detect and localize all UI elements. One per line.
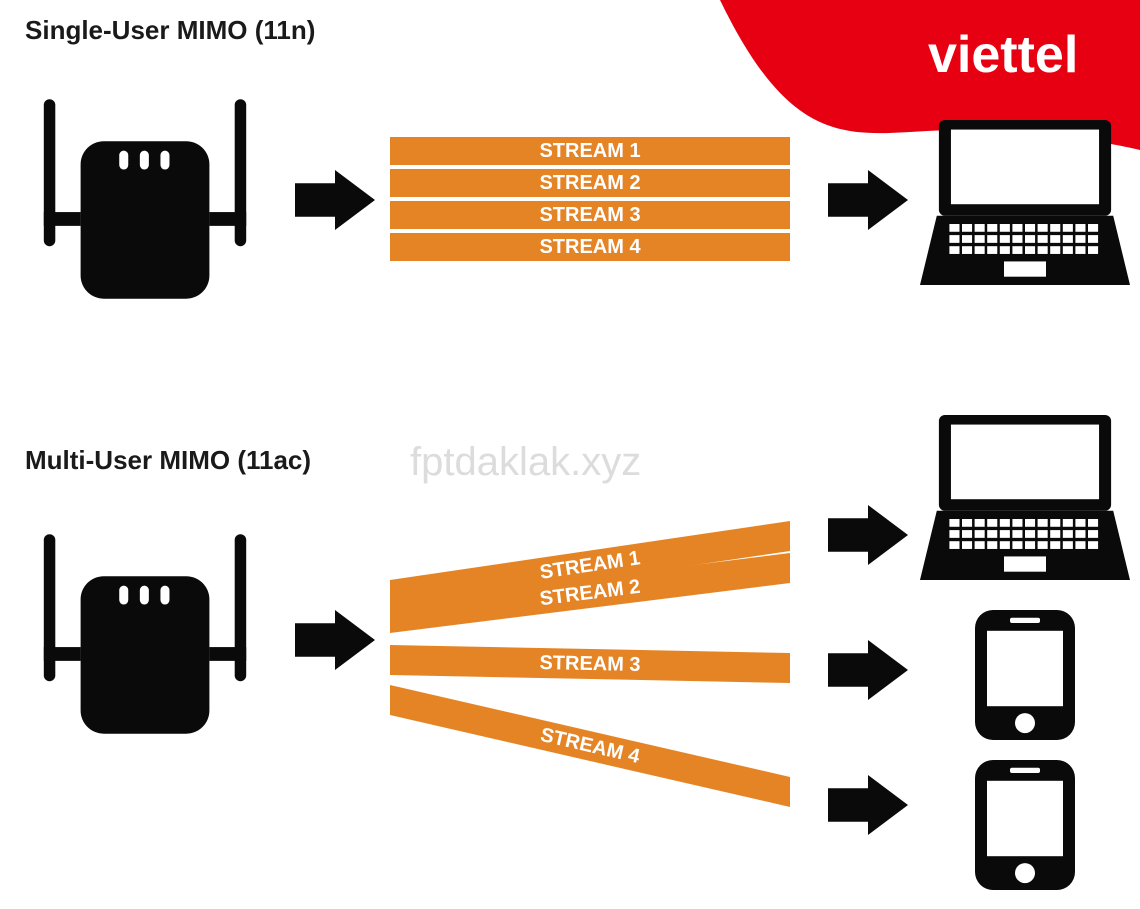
stream-bar: STREAM 3	[390, 201, 790, 229]
laptop-icon	[920, 415, 1130, 580]
svg-text:viettel: viettel	[928, 26, 1078, 84]
section2-title: Multi-User MIMO (11ac)	[25, 445, 311, 476]
arrow-icon	[828, 170, 908, 230]
svg-text:STREAM 3: STREAM 3	[539, 204, 640, 226]
svg-text:STREAM 2: STREAM 2	[539, 172, 640, 194]
stream-bar: STREAM 2	[390, 169, 790, 197]
stream-bar: STREAM 4	[390, 685, 790, 807]
arrow-icon	[828, 640, 908, 700]
arrow-icon	[828, 775, 908, 835]
svg-text:STREAM 4: STREAM 4	[538, 724, 642, 768]
arrow-icon	[295, 170, 375, 230]
svg-text:STREAM 3: STREAM 3	[539, 652, 641, 676]
svg-text:STREAM 4: STREAM 4	[539, 236, 641, 258]
watermark-text: fptdaklak.xyz	[410, 440, 641, 485]
svg-text:STREAM 1: STREAM 1	[538, 547, 641, 584]
stream-bar: STREAM 1	[390, 521, 790, 610]
stream-bar: STREAM 3	[390, 645, 790, 683]
stream-bar: STREAM 2	[390, 553, 790, 633]
stream-bar: STREAM 4	[390, 233, 790, 261]
arrow-icon	[828, 505, 908, 565]
section1-title: Single-User MIMO (11n)	[25, 15, 315, 46]
router-icon	[44, 534, 246, 734]
svg-text:STREAM 2: STREAM 2	[538, 576, 641, 610]
phone-icon	[975, 760, 1075, 890]
arrow-icon	[295, 610, 375, 670]
mimo-diagram: viettel Single-User MIMO (11n) Multi-Use…	[0, 0, 1140, 909]
phone-icon	[975, 610, 1075, 740]
